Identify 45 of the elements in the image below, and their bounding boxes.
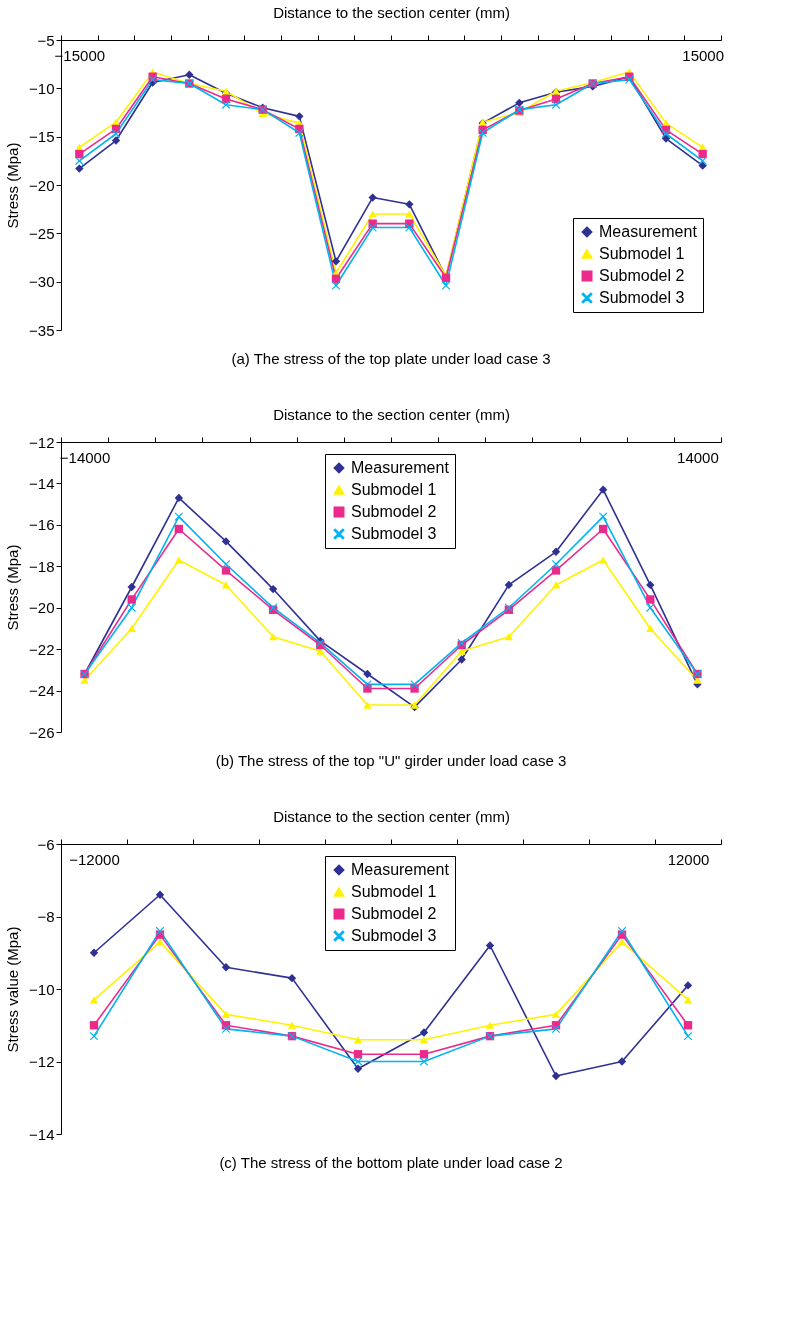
y-tick-label: −24 [29, 682, 55, 700]
x-tick-label: 15000 [682, 46, 725, 64]
legend-label: Submodel 2 [351, 503, 437, 520]
x-axis-title: Distance to the section center (mm) [273, 406, 510, 423]
y-tick-label: −35 [29, 321, 55, 339]
legend-label: Submodel 2 [599, 267, 685, 284]
y-tick-label: −12 [29, 1053, 55, 1070]
y-tick-label: −25 [29, 224, 55, 242]
y-tick-label: −26 [29, 723, 55, 741]
text: (b) The stress of the top "U" girder under load case 3 [215, 752, 567, 769]
y-tick-label: −20 [29, 176, 55, 194]
x-tick-label: −12000 [69, 850, 120, 868]
x-tick-label: 14000 [677, 448, 719, 466]
legend-label: Submodel 1 [351, 883, 437, 900]
y-axis-title: Stress value (Mpa) [4, 926, 22, 1053]
x-axis-title: Distance to the section center (mm) [273, 4, 510, 21]
legend-label: Submodel 2 [351, 905, 437, 922]
x-tick-label: 12000 [667, 850, 710, 868]
text: (a) The stress of the top plate under load case 3 [231, 350, 551, 367]
legend-label: Measurement [351, 459, 450, 476]
y-tick-label: −15 [29, 128, 55, 146]
y-tick-label: −30 [29, 273, 55, 291]
y-tick-label: −8 [37, 908, 55, 925]
legend-label: Submodel 3 [351, 525, 437, 542]
y-tick-label: −20 [29, 599, 55, 617]
legend-label: Measurement [351, 861, 450, 878]
y-tick-label: −16 [29, 516, 55, 534]
legend-label: Submodel 3 [351, 927, 437, 944]
y-tick-label: −12 [29, 433, 55, 451]
legend-label: Measurement [599, 223, 698, 240]
y-tick-label: −22 [29, 640, 55, 658]
y-tick-label: −14 [29, 474, 55, 492]
y-tick-label: −14 [29, 1125, 55, 1143]
text: (c) The stress of the bottom plate under load case 2 [219, 1154, 563, 1171]
x-axis-title: Distance to the section center (mm) [273, 808, 510, 825]
y-tick-label: −10 [29, 980, 55, 998]
y-axis-title: Stress (Mpa) [4, 544, 22, 631]
y-tick-label: −10 [29, 79, 55, 97]
legend-label: Submodel 1 [351, 481, 437, 498]
y-tick-label: −5 [37, 31, 55, 49]
legend-label: Submodel 1 [599, 245, 685, 262]
legend-label: Submodel 3 [599, 289, 685, 306]
y-tick-label: −18 [29, 557, 55, 575]
y-tick-label: −6 [37, 835, 55, 853]
y-axis-title: Stress (Mpa) [4, 142, 22, 229]
